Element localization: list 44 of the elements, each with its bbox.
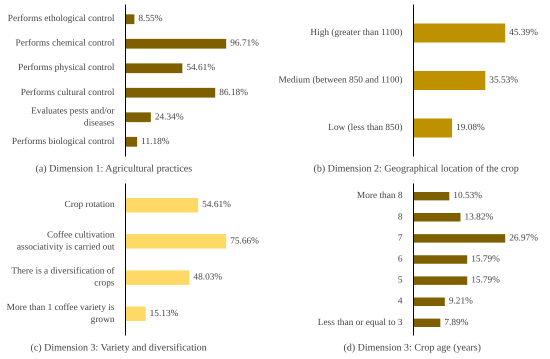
text: (d) Dimension 3: Crop age (years)	[344, 342, 481, 354]
data-label: 24.34%	[154, 112, 184, 122]
data-label: 26.97%	[509, 233, 538, 244]
y-tick-label: Performs physical control	[18, 63, 115, 74]
data-label: 19.08%	[456, 123, 486, 133]
data-label: 8.55%	[138, 14, 163, 24]
data-label: 86.18%	[219, 88, 248, 98]
data-label: 54.61%	[186, 63, 216, 74]
data-label: 10.53%	[453, 191, 482, 202]
text: (c) Dimension 3: Variety and diversification	[30, 342, 207, 354]
y-tick-label: Less than or equal to 3	[318, 318, 403, 328]
y-tick-label: 8	[398, 212, 403, 222]
data-label: 7.89%	[444, 318, 469, 328]
data-label: 13.82%	[464, 212, 494, 222]
y-tick-label: More than 8	[356, 191, 403, 202]
data-label: 15.79%	[471, 254, 500, 264]
y-tick-label: More than 1 coffee variety is grown	[6, 302, 115, 325]
y-tick-label: 7	[398, 233, 403, 244]
y-tick-label: Performs cultural control	[20, 88, 115, 98]
y-tick-label: Evaluates pests and/or diseases	[31, 106, 116, 128]
y-tick-label: Performs ethological control	[8, 14, 115, 24]
y-tick-label: Medium (between 850 and 1100)	[278, 76, 402, 86]
data-label: 75.66%	[230, 236, 260, 246]
text: (b) Dimension 2: Geographical location of the crop	[314, 164, 519, 174]
y-tick-label: 6	[398, 254, 403, 264]
y-tick-label: High (greater than 1100)	[310, 28, 402, 38]
data-label: 15.13%	[150, 308, 179, 319]
data-label: 9.21%	[448, 296, 474, 307]
y-tick-label: 5	[398, 276, 403, 286]
text: (a) Dimension 1: Agricultural practices	[36, 164, 192, 174]
data-label: 45.39%	[509, 28, 538, 38]
data-label: 96.71%	[230, 38, 260, 49]
y-tick-label: Coffee cultivation associativity is carried out	[16, 230, 115, 252]
data-label: 54.61%	[202, 200, 232, 210]
y-tick-label: Low (less than 850)	[328, 123, 403, 133]
y-tick-label: There is a diversification of crops	[11, 266, 116, 289]
y-tick-label: Performs biological control	[12, 136, 115, 147]
y-tick-label: 4	[398, 296, 403, 307]
y-tick-label: Performs chemical control	[16, 38, 115, 49]
y-tick-label: Crop rotation	[64, 200, 115, 210]
data-label: 15.79%	[471, 276, 500, 286]
data-label: 48.03%	[193, 272, 222, 283]
data-label: 11.18%	[141, 136, 170, 147]
data-label: 35.53%	[489, 76, 518, 86]
